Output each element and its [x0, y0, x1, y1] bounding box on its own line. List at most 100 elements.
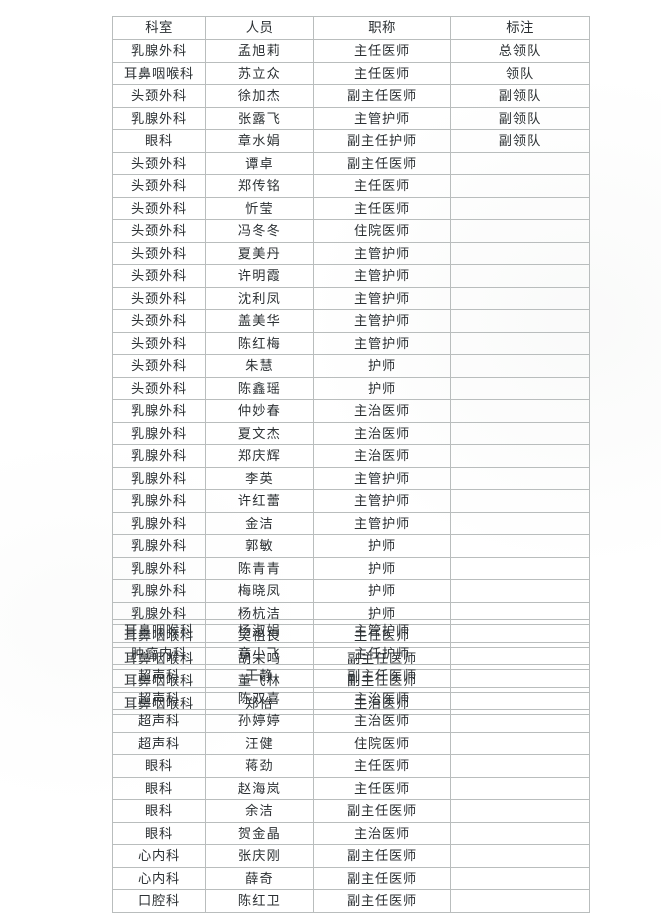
cell-department: 乳腺外科 — [112, 579, 206, 603]
cell-personnel: 蒋劲 — [205, 754, 314, 778]
cell-remark: 副领队 — [450, 106, 590, 130]
cell-department: 乳腺外科 — [112, 444, 206, 468]
table-row: 眼科 贺金晶 主治医师 — [112, 821, 590, 845]
cell-title: 主治医师 — [313, 421, 451, 445]
cell-title: 副主任医师 — [313, 844, 451, 868]
cell-title: 主管护师 — [313, 331, 451, 355]
cell-remark — [450, 866, 590, 890]
cell-department: 耳鼻咽喉科 — [112, 61, 206, 85]
cell-title: 副主任医师 — [313, 84, 451, 108]
cell-remark — [450, 264, 590, 288]
cell-title: 护师 — [313, 556, 451, 580]
table-row: 乳腺外科 陈青青 护师 — [112, 556, 590, 580]
cell-remark — [450, 799, 590, 823]
roster-table-part-2: 耳鼻咽喉科 杨淑娟 主管护师 肿瘤内科 章小飞 主任护师 超声科 王静 副主任医师 超声科 陈双喜主… — [112, 619, 590, 913]
cell-department: 超声科 — [112, 709, 206, 733]
table-row: 心内科 张庆刚 副主任医师 — [112, 844, 590, 868]
column-header-title: 职称 — [313, 16, 451, 40]
cell-department: 心内科 — [112, 866, 206, 890]
table-row: 头颈外科 陈鑫瑶 护师 — [112, 376, 590, 400]
cell-department: 肿瘤内科 — [112, 641, 206, 665]
cell-department: 头颈外科 — [112, 354, 206, 378]
cell-department: 超声科 — [112, 664, 206, 688]
cell-remark — [450, 754, 590, 778]
cell-personnel: 章水娟 — [205, 129, 314, 153]
table-row: 乳腺外科 郑庆辉 主治医师 — [112, 444, 590, 468]
cell-remark — [450, 219, 590, 243]
cell-department: 乳腺外科 — [112, 466, 206, 490]
cell-remark — [450, 889, 590, 913]
table-row: 眼科 余洁 副主任医师 — [112, 799, 590, 823]
table-row: 头颈外科 陈红梅 主管护师 — [112, 331, 590, 355]
table-row: 头颈外科 郑传铭 主任医师 — [112, 174, 590, 198]
table-row: 乳腺外科 孟旭莉 主任医师 总领队 — [112, 39, 590, 63]
cell-remark — [450, 444, 590, 468]
cell-title: 护师 — [313, 534, 451, 558]
cell-personnel: 仲妙春 — [205, 399, 314, 423]
cell-department: 乳腺外科 — [112, 556, 206, 580]
cell-title: 主任医师 — [313, 39, 451, 63]
cell-title: 主治医师 — [313, 444, 451, 468]
cell-title: 主任医师 — [313, 776, 451, 800]
cell-department: 乳腺外科 — [112, 534, 206, 558]
table-row: 乳腺外科 许红蕾 主管护师 — [112, 489, 590, 513]
table-row: 头颈外科 沈利凤 主管护师 — [112, 286, 590, 310]
cell-title: 住院医师 — [313, 219, 451, 243]
cell-personnel: 郭敏 — [205, 534, 314, 558]
cell-title: 主治医师 — [313, 686, 451, 710]
cell-title: 住院医师 — [313, 731, 451, 755]
cell-title: 主管护师 — [313, 309, 451, 333]
table-row: 乳腺外科 张露飞 主管护师 副领队 — [112, 106, 590, 130]
cell-remark — [450, 844, 590, 868]
cell-personnel: 章小飞 — [205, 641, 314, 665]
cell-title: 主任护师 — [313, 641, 451, 665]
cell-personnel: 王静 — [205, 664, 314, 688]
cell-remark — [450, 821, 590, 845]
cell-personnel: 薛奇 — [205, 866, 314, 890]
table-row: 超声科 陈双喜 主治医师 — [112, 686, 590, 710]
cell-remark — [450, 641, 590, 665]
cell-department: 乳腺外科 — [112, 399, 206, 423]
table-row: 耳鼻咽喉科 杨淑娟 主管护师 — [112, 619, 590, 643]
cell-title: 主管护师 — [313, 264, 451, 288]
cell-title: 主管护师 — [313, 286, 451, 310]
cell-department: 眼科 — [112, 129, 206, 153]
cell-department: 眼科 — [112, 821, 206, 845]
cell-department: 眼科 — [112, 776, 206, 800]
cell-title: 副主任医师 — [313, 866, 451, 890]
cell-remark — [450, 421, 590, 445]
cell-personnel: 陈红卫 — [205, 889, 314, 913]
cell-title: 主管护师 — [313, 466, 451, 490]
cell-department: 头颈外科 — [112, 174, 206, 198]
cell-remark — [450, 619, 590, 643]
table-row: 眼科 章水娟 副主任护师 副领队 — [112, 129, 590, 153]
cell-personnel: 苏立众 — [205, 61, 314, 85]
table-row: 头颈外科 冯冬冬 住院医师 — [112, 219, 590, 243]
cell-department: 头颈外科 — [112, 376, 206, 400]
cell-personnel: 孙婷婷 — [205, 709, 314, 733]
cell-personnel: 冯冬冬 — [205, 219, 314, 243]
cell-personnel: 沈利凤 — [205, 286, 314, 310]
cell-department: 头颈外科 — [112, 219, 206, 243]
cell-remark: 副领队 — [450, 84, 590, 108]
cell-personnel: 郑庆辉 — [205, 444, 314, 468]
cell-title: 主任医师 — [313, 61, 451, 85]
roster-table-part-1: 科室 人员 职称 标注 乳腺外科 孟旭莉 主任医师 总领队 耳鼻咽喉科 苏立众 主任医师 领队… — [112, 16, 590, 715]
cell-remark — [450, 579, 590, 603]
table-row: 超声科 王静 副主任医师 — [112, 664, 590, 688]
cell-personnel: 张露飞 — [205, 106, 314, 130]
cell-title: 主任医师 — [313, 174, 451, 198]
cell-remark — [450, 664, 590, 688]
column-header-remark: 标注 — [450, 16, 590, 40]
cell-personnel: 陈鑫瑶 — [205, 376, 314, 400]
cell-personnel: 贺金晶 — [205, 821, 314, 845]
cell-remark — [450, 556, 590, 580]
table-row: 头颈外科 朱慧 护师 — [112, 354, 590, 378]
cell-title: 主管护师 — [313, 106, 451, 130]
cell-remark — [450, 399, 590, 423]
cell-department: 眼科 — [112, 799, 206, 823]
cell-personnel: 陈青青 — [205, 556, 314, 580]
column-header-department: 科室 — [112, 16, 206, 40]
cell-department: 头颈外科 — [112, 241, 206, 265]
cell-remark — [450, 709, 590, 733]
